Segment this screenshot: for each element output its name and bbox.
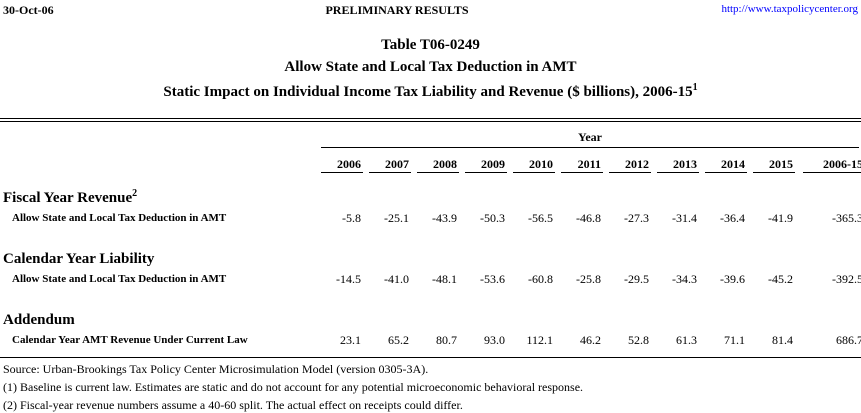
report-date: 30-Oct-06: [3, 3, 54, 17]
cell-value: -31.4: [672, 211, 697, 225]
col-header: 2012: [609, 157, 651, 173]
table-row: 23.1 65.2 80.7 93.0 112.1 46.2 52.8 61.3 71.1 81.…: [315, 333, 861, 348]
cell-value: -27.3: [624, 211, 649, 225]
col-header: 2009: [465, 157, 507, 173]
cell-value: 81.4: [772, 333, 793, 347]
cell-value: 61.3: [676, 333, 697, 347]
col-header: 2007: [369, 157, 411, 173]
col-header: 2015: [753, 157, 795, 173]
column-headers: 2006 2007 2008 2009 2010 2011 2012 2013 …: [315, 157, 861, 173]
cell-value: -41.0: [384, 272, 409, 286]
double-rule-top: [0, 118, 861, 119]
cell-value: 52.8: [628, 333, 649, 347]
cell-value: -392.5: [832, 272, 861, 286]
cell-value: -56.5: [528, 211, 553, 225]
cell-value: -365.3: [832, 211, 861, 225]
cell-value: -45.2: [768, 272, 793, 286]
col-header: 2010: [513, 157, 555, 173]
row-label: Calendar Year AMT Revenue Under Current …: [12, 334, 248, 346]
row-label: Allow State and Local Tax Deduction in A…: [12, 273, 227, 285]
cell-value: 23.1: [340, 333, 361, 347]
cell-value: -14.5: [336, 272, 361, 286]
cell-value: -60.8: [528, 272, 553, 286]
table-title: Allow State and Local Tax Deduction in A…: [284, 59, 577, 75]
cell-value: -53.6: [480, 272, 505, 286]
col-header: 2008: [417, 157, 459, 173]
cell-value: 71.1: [724, 333, 745, 347]
preliminary-label: PRELIMINARY RESULTS: [325, 3, 469, 17]
cell-value: -25.1: [384, 211, 409, 225]
table-row: -5.8 -25.1 -43.9 -50.3 -56.5 -46.8 -27.3 -31.4 -…: [315, 211, 861, 226]
cell-value: -43.9: [432, 211, 457, 225]
cell-value: -36.4: [720, 211, 745, 225]
col-header: 2014: [705, 157, 747, 173]
double-rule-bottom: [0, 121, 861, 122]
cell-value: -50.3: [480, 211, 505, 225]
cell-value: 65.2: [388, 333, 409, 347]
tpc-link[interactable]: http://www.taxpolicycenter.org: [721, 3, 858, 15]
section-title: Calendar Year Liability: [3, 251, 155, 267]
cell-value: 686.7: [836, 333, 861, 347]
cell-value: -5.8: [342, 211, 361, 225]
cell-value: -48.1: [432, 272, 457, 286]
section-title: Fiscal Year Revenue2: [3, 188, 138, 206]
cell-value: 93.0: [484, 333, 505, 347]
cell-value: -29.5: [624, 272, 649, 286]
footnote-source: Source: Urban-Brookings Tax Policy Cente…: [3, 362, 429, 376]
footnote-1: (1) Baseline is current law. Estimates a…: [3, 380, 584, 394]
cell-value: -25.8: [576, 272, 601, 286]
table-row: -14.5 -41.0 -48.1 -53.6 -60.8 -25.8 -29.5 -34.3…: [315, 272, 861, 287]
row-label: Allow State and Local Tax Deduction in A…: [12, 212, 227, 224]
table-subtitle: Static Impact on Individual Income Tax L…: [163, 82, 698, 100]
cell-value: -41.9: [768, 211, 793, 225]
cell-value: 80.7: [436, 333, 457, 347]
footnote-2: (2) Fiscal-year revenue numbers assume a…: [3, 398, 463, 412]
cell-value: 46.2: [580, 333, 601, 347]
col-header: 2011: [561, 157, 603, 173]
cell-value: -34.3: [672, 272, 697, 286]
col-header: 2013: [657, 157, 699, 173]
year-header: Year: [321, 130, 859, 148]
section-title: Addendum: [3, 312, 75, 328]
cell-value: -46.8: [576, 211, 601, 225]
footer-rule: [0, 357, 861, 358]
table-number: Table T06-0249: [381, 37, 480, 53]
col-header: 2006-15: [803, 157, 861, 173]
cell-value: 112.1: [526, 333, 553, 347]
col-header: 2006: [321, 157, 363, 173]
cell-value: -39.6: [720, 272, 745, 286]
